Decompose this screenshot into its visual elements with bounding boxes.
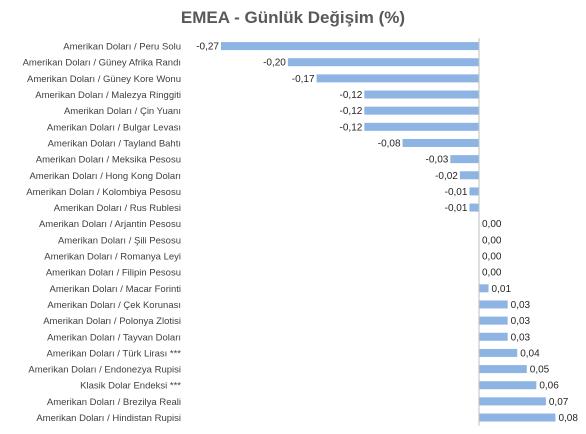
category-label: Amerikan Doları / Romanya Leyi <box>44 252 181 263</box>
value-label: 0,03 <box>511 332 531 343</box>
value-label: -0,12 <box>340 122 363 133</box>
bar <box>364 90 479 99</box>
bar <box>479 300 508 309</box>
bar <box>479 365 527 374</box>
category-label: Amerikan Doları / Endonezya Rupisi <box>28 365 181 376</box>
bar <box>402 138 479 147</box>
category-label: Amerikan Doları / Malezya Ringgiti <box>35 90 181 101</box>
value-label: -0,17 <box>292 74 315 85</box>
value-label: -0,08 <box>378 138 401 149</box>
category-label: Amerikan Doları / Tayvan Doları <box>47 332 181 343</box>
value-label: 0,03 <box>511 300 531 311</box>
category-label: Amerikan Doları / Polonya Zlotisi <box>43 316 181 327</box>
category-label: Amerikan Doları / Güney Afrika Randı <box>23 58 181 69</box>
bar <box>450 155 479 164</box>
bar <box>469 203 479 212</box>
category-label: Amerikan Doları / Çin Yuanı <box>64 106 181 117</box>
value-label: -0,20 <box>263 58 286 69</box>
bar <box>479 348 518 357</box>
value-label: 0,04 <box>520 348 540 359</box>
bars-group <box>221 42 556 422</box>
category-labels-group: Amerikan Doları / Peru Solu Amerikan Dola… <box>23 42 182 424</box>
category-label: Amerikan Doları / Tayland Bahtı <box>48 138 181 149</box>
value-label: -0,03 <box>426 155 449 166</box>
value-label: 0,07 <box>549 397 569 408</box>
bar <box>479 316 508 325</box>
value-label: 0,00 <box>482 268 502 279</box>
chart-title: EMEA - Günlük Değişim (%) <box>181 8 405 27</box>
value-label: 0,00 <box>482 219 502 230</box>
category-label: Klasik Dolar Endeksi *** <box>80 381 181 392</box>
bar <box>479 284 489 293</box>
bar <box>459 171 479 180</box>
category-label: Amerikan Doları / Çek Korunası <box>47 300 181 311</box>
category-label: Amerikan Doları / Brezilya Reali <box>47 397 181 408</box>
value-label: -0,01 <box>445 187 468 198</box>
value-labels-group: -0,27 -0,20 -0,17 -0,12 -0,12 -0,12 -0,08 -0,03… <box>196 42 578 424</box>
bar <box>364 122 479 131</box>
bar <box>316 74 479 83</box>
category-label: Amerikan Doları / Peru Solu <box>63 42 181 53</box>
value-label: -0,02 <box>435 171 458 182</box>
bar <box>479 413 556 422</box>
category-label: Amerikan Doları / Kolombiya Pesosu <box>26 187 181 198</box>
value-label: 0,06 <box>539 381 559 392</box>
bar <box>479 397 546 406</box>
value-label: 0,08 <box>558 413 578 424</box>
value-label: -0,01 <box>445 203 468 214</box>
value-label: 0,00 <box>482 252 502 263</box>
category-label: Amerikan Doları / Bulgar Levası <box>47 122 181 133</box>
value-label: 0,05 <box>530 365 550 376</box>
category-label: Amerikan Doları / Türk Lirası *** <box>47 348 182 359</box>
category-label: Amerikan Doları / Güney Kore Wonu <box>27 74 181 85</box>
category-label: Amerikan Doları / Rus Rublesi <box>54 203 181 214</box>
value-label: -0,12 <box>340 106 363 117</box>
category-label: Amerikan Doları / Arjantin Pesosu <box>39 219 181 230</box>
value-label: -0,27 <box>196 42 219 53</box>
category-label: Amerikan Doları / Macar Forinti <box>50 284 181 295</box>
bar <box>469 187 479 196</box>
category-label: Amerikan Doları / Şili Pesosu <box>58 235 181 246</box>
category-label: Amerikan Doları / Hong Kong Doları <box>29 171 181 182</box>
value-label: -0,12 <box>340 90 363 101</box>
value-label: 0,01 <box>492 284 512 295</box>
bar <box>221 42 479 51</box>
bar <box>364 106 479 115</box>
bar <box>287 58 479 67</box>
bar <box>479 381 537 390</box>
value-label: 0,00 <box>482 235 502 246</box>
bar <box>479 332 508 341</box>
category-label: Amerikan Doları / Meksika Pesosu <box>36 155 181 166</box>
category-label: Amerikan Doları / Hindistan Rupisi <box>36 413 181 424</box>
value-label: 0,03 <box>511 316 531 327</box>
category-label: Amerikan Doları / Filipin Pesosu <box>46 268 181 279</box>
